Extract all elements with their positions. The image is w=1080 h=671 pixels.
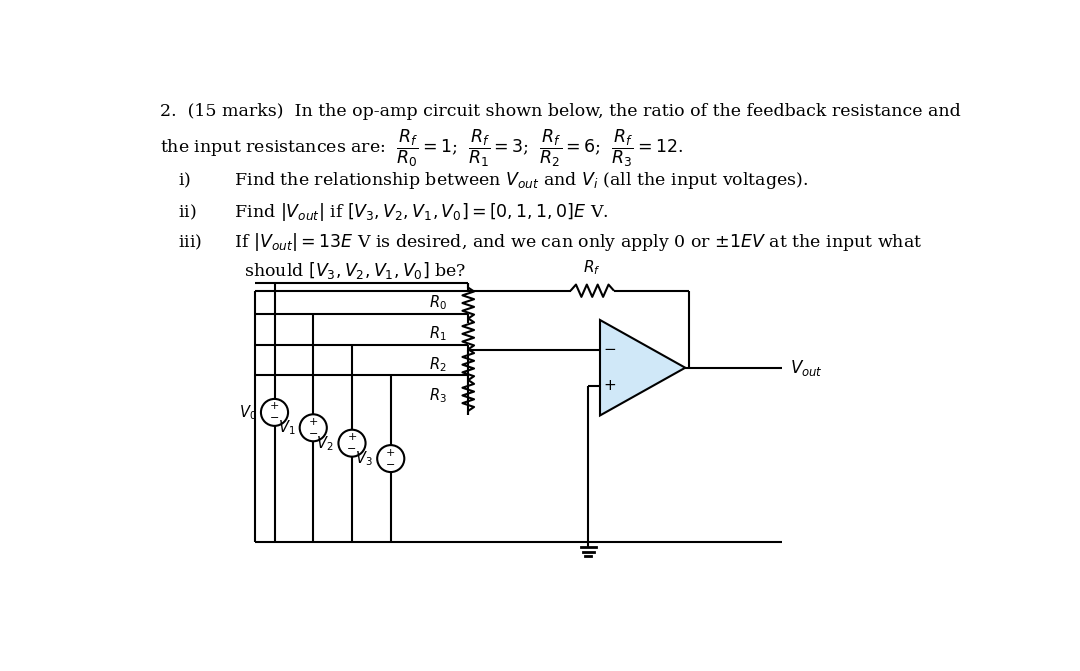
Text: $R_1$: $R_1$ [429, 325, 446, 343]
Text: −: − [348, 444, 356, 454]
Text: ii)       Find $|V_{out}|$ if $[V_3, V_2, V_1, V_0] = [0, 1, 1, 0]E$ V.: ii) Find $|V_{out}|$ if $[V_3, V_2, V_1,… [177, 201, 608, 223]
Text: iii)      If $|V_{out}| = 13E$ V is desired, and we can only apply 0 or $\pm 1EV: iii) If $|V_{out}| = 13E$ V is desired, … [177, 231, 922, 254]
Text: $R_0$: $R_0$ [429, 294, 446, 313]
Text: −: − [270, 413, 280, 423]
Text: the input resistances are:  $\dfrac{R_f}{R_0} = 1$;  $\dfrac{R_f}{R_1} = 3$;  $\: the input resistances are: $\dfrac{R_f}{… [160, 127, 684, 169]
Text: −: − [309, 429, 318, 439]
Text: $V_3$: $V_3$ [355, 450, 373, 468]
Text: +: + [309, 417, 318, 427]
Text: +: + [386, 448, 395, 458]
Text: 2.  (15 marks)  In the op-amp circuit shown below, the ratio of the feedback res: 2. (15 marks) In the op-amp circuit show… [160, 103, 960, 120]
Text: $V_1$: $V_1$ [278, 419, 295, 437]
Text: $R_2$: $R_2$ [429, 356, 446, 374]
Text: $V_{out}$: $V_{out}$ [789, 358, 823, 378]
Polygon shape [600, 320, 685, 415]
Text: +: + [348, 432, 356, 442]
Text: i)        Find the relationship between $V_{out}$ and $V_i$ (all the input volta: i) Find the relationship between $V_{out… [177, 170, 808, 191]
Text: should $[V_3, V_2, V_1, V_0]$ be?: should $[V_3, V_2, V_1, V_0]$ be? [177, 260, 465, 281]
Text: −: − [386, 460, 395, 470]
Text: $R_f$: $R_f$ [583, 258, 602, 277]
Text: $V_2$: $V_2$ [316, 434, 334, 452]
Text: $V_0$: $V_0$ [239, 403, 256, 422]
Text: +: + [604, 378, 617, 393]
Text: $R_3$: $R_3$ [429, 386, 446, 405]
Text: −: − [604, 342, 617, 357]
Text: +: + [270, 401, 280, 411]
